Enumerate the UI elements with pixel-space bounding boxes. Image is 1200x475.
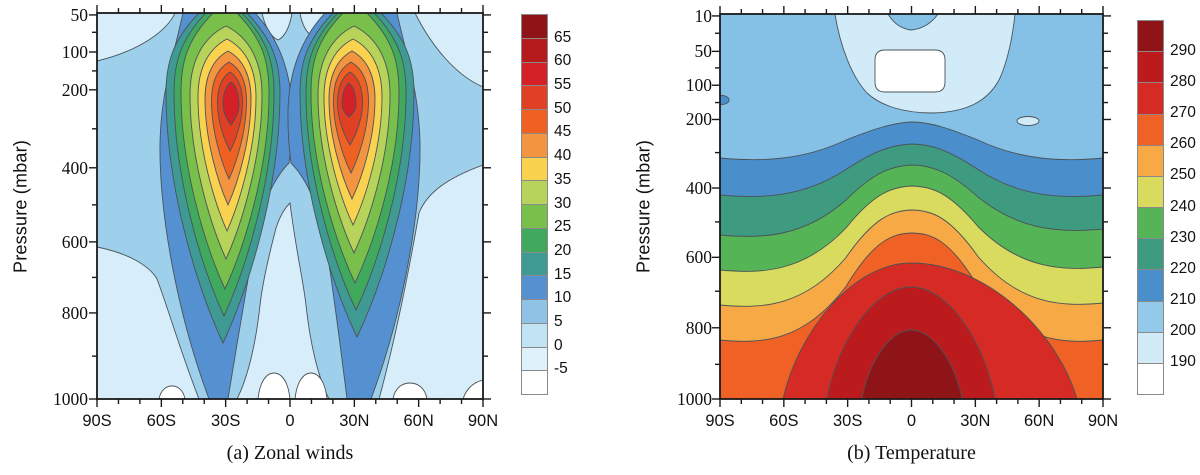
y-tick-label: 100 [61, 41, 88, 62]
temperature-plot [712, 6, 1111, 407]
colorbar-segment [1138, 300, 1163, 332]
colorbar-segment [1138, 331, 1163, 363]
colorbar-segment [1138, 175, 1163, 208]
colorbar-label: 220 [1170, 259, 1196, 277]
colorbar-label: 270 [1170, 104, 1196, 122]
zonal-winds-plot [89, 5, 491, 407]
colorbar-label: 50 [554, 99, 572, 117]
colorbar-segment [1138, 238, 1163, 270]
colorbar-label: 65 [554, 28, 572, 46]
colorbar-segment [522, 132, 547, 157]
colorbar-label: 280 [1170, 73, 1196, 91]
colorbar-segment [522, 109, 547, 133]
y-tick-label: 10 [694, 5, 713, 26]
caption-b: (b) Temperature [847, 442, 976, 464]
colorbar-zonal-winds [521, 14, 548, 395]
colorbar-label: 5 [554, 312, 563, 330]
y-tick-label: 50 [70, 4, 89, 25]
y-tick-label: 600 [685, 247, 712, 268]
x-tick-label: 30S [210, 412, 241, 430]
y-tick-label: 800 [61, 302, 88, 323]
colorbar-label: 30 [554, 194, 572, 212]
colorbar-segment [1138, 207, 1163, 239]
colorbar-segment [522, 299, 547, 323]
x-tick-label: 60S [769, 412, 799, 430]
y-tick-label: 1000 [677, 389, 712, 409]
colorbar-label: 190 [1170, 352, 1196, 370]
colorbar-label: 15 [554, 265, 572, 283]
colorbar-label: 20 [554, 241, 572, 259]
y-tick-label: 200 [61, 79, 88, 100]
x-tick-label: 60N [1024, 412, 1055, 430]
x-tick-label: 30S [832, 412, 863, 430]
y-tick-label: 400 [685, 178, 712, 199]
x-tick-label: 30N [960, 412, 991, 430]
colorbar-label: -5 [554, 360, 568, 378]
y-tick-label: 800 [685, 317, 712, 338]
colorbar-segment [1138, 82, 1163, 114]
colorbar-segment [522, 251, 547, 276]
x-tick-label: 90S [82, 412, 112, 430]
colorbar-label: 260 [1170, 135, 1196, 153]
x-tick-label: 0 [285, 412, 295, 430]
y-tick-label: 200 [685, 109, 712, 130]
colorbar-segment [522, 180, 547, 204]
colorbar-segment [1138, 51, 1163, 83]
x-tick-label: 90N [467, 412, 499, 430]
colorbar-label: 60 [554, 52, 572, 70]
colorbar-segment [522, 204, 547, 228]
colorbar-label: 45 [554, 123, 572, 141]
x-tick-label: 90N [1087, 412, 1119, 430]
colorbar-label: 40 [554, 147, 572, 165]
colorbar-segment [522, 37, 547, 62]
colorbar-segment [522, 227, 547, 252]
colorbar-segment [522, 15, 547, 38]
colorbar-segment [1138, 269, 1163, 301]
colorbar-label: 250 [1170, 166, 1196, 184]
y-tick-label: 1000 [53, 389, 88, 409]
colorbar-segment [1138, 362, 1163, 395]
colorbar-segment [522, 85, 547, 109]
x-tick-label: 90S [705, 412, 735, 430]
colorbar-label: 25 [554, 218, 572, 236]
colorbar-segment [522, 275, 547, 299]
x-tick-label: 60S [146, 412, 177, 430]
colorbar-segment [1138, 21, 1163, 52]
colorbar-label: 55 [554, 76, 572, 94]
colorbar-label: 200 [1170, 321, 1196, 339]
colorbar-label: 210 [1170, 290, 1196, 308]
colorbar-label: 290 [1170, 42, 1196, 60]
colorbar-segment [522, 370, 547, 394]
x-tick-label: 0 [906, 412, 917, 430]
colorbar-label: 240 [1170, 197, 1196, 215]
caption-a: (a) Zonal winds [226, 442, 354, 464]
colorbar-segment [522, 322, 547, 347]
colorbar-temperature [1137, 20, 1164, 395]
colorbar-segment [1138, 113, 1163, 145]
y-tick-label: 100 [685, 75, 712, 96]
colorbar-label: 0 [554, 336, 563, 354]
colorbar-segment [522, 61, 547, 86]
colorbar-label: 230 [1170, 228, 1196, 246]
colorbar-segment [522, 156, 547, 181]
colorbar-label: 10 [554, 289, 572, 307]
colorbar-segment [1138, 144, 1163, 176]
y-tick-label: 400 [61, 157, 88, 178]
y-tick-label: 50 [694, 41, 713, 62]
colorbar-label: 35 [554, 170, 572, 188]
x-tick-label: 60N [403, 412, 434, 430]
y-tick-label: 600 [61, 231, 88, 252]
colorbar-segment [522, 346, 547, 371]
x-tick-label: 30N [339, 412, 370, 430]
